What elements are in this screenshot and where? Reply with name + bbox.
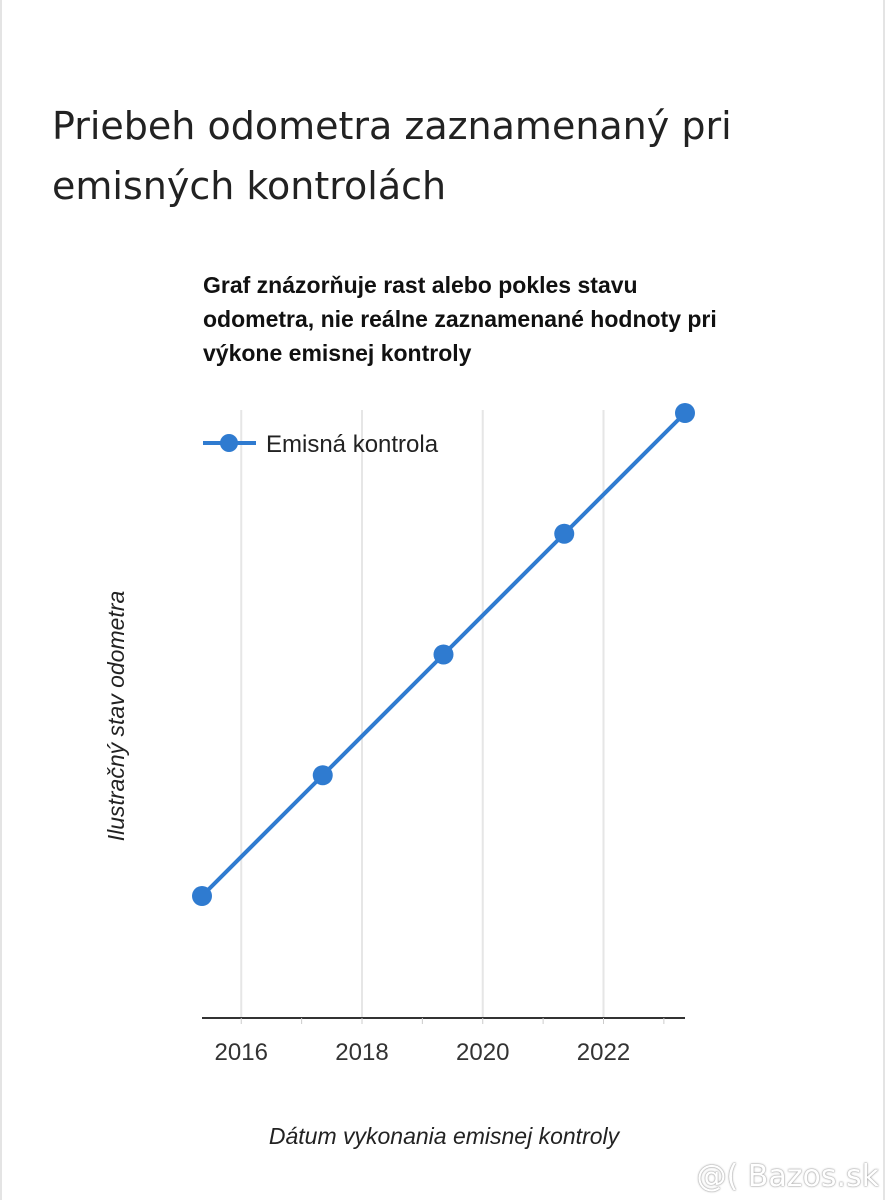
watermark: @( Bazos.sk <box>696 1159 879 1194</box>
x-tick-label: 2022 <box>577 1039 630 1066</box>
data-point <box>433 644 454 665</box>
y-axis-label: Ilustračný stav odometra <box>103 591 129 842</box>
x-tick-label: 2020 <box>456 1039 509 1066</box>
data-point <box>554 523 575 544</box>
legend-marker <box>220 434 238 452</box>
legend-label: Emisná kontrola <box>266 431 439 458</box>
data-point <box>312 765 333 786</box>
x-tick-label: 2018 <box>335 1039 388 1066</box>
chart-title: Graf znázorňuje rast alebo pokles stavu … <box>203 272 717 366</box>
x-tick-label: 2016 <box>215 1039 268 1066</box>
data-point <box>675 403 695 423</box>
legend: Emisná kontrola <box>203 431 439 458</box>
page-title: Priebeh odometra zaznamenaný pri emisnýc… <box>52 104 732 208</box>
x-axis-label: Dátum vykonania emisnej kontroly <box>269 1123 621 1149</box>
data-point <box>192 886 212 906</box>
